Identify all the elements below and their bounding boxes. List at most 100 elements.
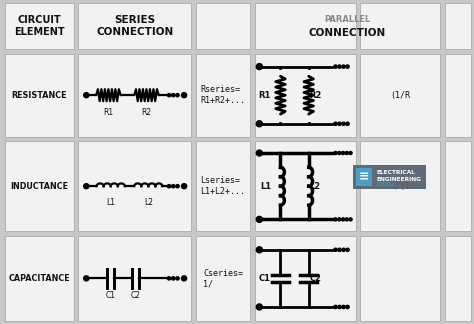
Circle shape <box>167 185 171 188</box>
Bar <box>196 141 250 231</box>
Bar <box>5 3 73 49</box>
Text: CIRCUIT
ELEMENT: CIRCUIT ELEMENT <box>14 15 65 37</box>
Bar <box>445 54 471 137</box>
Circle shape <box>345 218 348 221</box>
Text: ≡: ≡ <box>358 170 369 183</box>
Circle shape <box>341 218 345 221</box>
Circle shape <box>338 122 341 125</box>
Circle shape <box>84 93 89 98</box>
Circle shape <box>349 218 352 221</box>
Text: R1: R1 <box>103 108 113 117</box>
Circle shape <box>167 277 171 280</box>
Text: L1: L1 <box>106 198 115 207</box>
Circle shape <box>334 122 337 125</box>
Bar <box>356 168 372 186</box>
Circle shape <box>167 94 171 97</box>
Circle shape <box>256 150 263 156</box>
Circle shape <box>345 152 348 155</box>
Bar <box>5 141 73 231</box>
Text: C2: C2 <box>131 291 141 300</box>
Circle shape <box>338 248 341 251</box>
Bar <box>360 54 440 137</box>
Circle shape <box>172 277 175 280</box>
Text: R1: R1 <box>259 91 271 100</box>
Bar <box>255 236 356 321</box>
Circle shape <box>346 65 349 68</box>
Circle shape <box>341 152 345 155</box>
Circle shape <box>182 184 187 189</box>
Circle shape <box>182 276 187 281</box>
Circle shape <box>334 65 337 68</box>
Text: L2: L2 <box>310 182 321 191</box>
Text: 1/(1: 1/(1 <box>391 182 410 191</box>
Circle shape <box>176 94 179 97</box>
Bar <box>354 165 426 189</box>
Bar <box>255 54 356 137</box>
Text: L1: L1 <box>260 182 271 191</box>
Bar <box>196 3 250 49</box>
Circle shape <box>346 122 349 125</box>
Circle shape <box>338 305 341 308</box>
Bar <box>255 3 356 49</box>
Text: C1: C1 <box>259 274 271 283</box>
Circle shape <box>256 64 263 70</box>
Text: RESISTANCE: RESISTANCE <box>12 91 67 100</box>
Circle shape <box>84 276 89 281</box>
Bar <box>78 141 191 231</box>
Text: R2: R2 <box>310 91 322 100</box>
Bar <box>360 236 440 321</box>
Circle shape <box>334 152 337 155</box>
Circle shape <box>176 185 179 188</box>
Circle shape <box>338 65 341 68</box>
Circle shape <box>338 152 341 155</box>
Circle shape <box>342 65 345 68</box>
Circle shape <box>338 218 341 221</box>
Bar <box>445 3 471 49</box>
Circle shape <box>342 122 345 125</box>
Text: PARALLEL: PARALLEL <box>324 15 371 24</box>
Text: PORTAL: PORTAL <box>377 182 395 187</box>
Bar <box>360 3 440 49</box>
Circle shape <box>256 247 263 253</box>
Bar <box>5 54 73 137</box>
Bar <box>5 236 73 321</box>
Circle shape <box>346 305 349 308</box>
Bar <box>445 236 471 321</box>
Text: Rseries=
R1+R2+...: Rseries= R1+R2+... <box>201 86 246 105</box>
Text: INDUCTANCE: INDUCTANCE <box>10 182 68 191</box>
Bar <box>78 236 191 321</box>
Text: ENGINEERING: ENGINEERING <box>377 177 422 182</box>
Circle shape <box>346 248 349 251</box>
Circle shape <box>172 94 175 97</box>
Circle shape <box>334 218 337 221</box>
Text: C1: C1 <box>106 291 116 300</box>
Text: R2: R2 <box>141 108 152 117</box>
Text: SERIES
CONNECTION: SERIES CONNECTION <box>96 15 173 37</box>
Text: (1/R: (1/R <box>391 91 410 100</box>
Text: C2: C2 <box>310 274 322 283</box>
Circle shape <box>349 152 352 155</box>
Circle shape <box>256 216 263 222</box>
Text: CAPACITANCE: CAPACITANCE <box>9 274 70 283</box>
Circle shape <box>182 93 187 98</box>
Circle shape <box>256 121 263 127</box>
Text: Cseries=
1/: Cseries= 1/ <box>203 269 243 288</box>
Bar <box>196 54 250 137</box>
Circle shape <box>334 248 337 251</box>
Bar <box>78 3 191 49</box>
Circle shape <box>176 277 179 280</box>
Bar <box>255 141 356 231</box>
Circle shape <box>342 248 345 251</box>
Text: L2: L2 <box>144 198 153 207</box>
Circle shape <box>84 184 89 189</box>
Bar <box>78 54 191 137</box>
Circle shape <box>256 304 263 310</box>
Bar <box>360 141 440 231</box>
Text: ELECTRICAL: ELECTRICAL <box>377 170 416 175</box>
Bar <box>445 141 471 231</box>
Circle shape <box>172 185 175 188</box>
Circle shape <box>334 305 337 308</box>
Text: Lseries=
L1+L2+...: Lseries= L1+L2+... <box>201 177 246 196</box>
Bar <box>196 236 250 321</box>
Text: CONNECTION: CONNECTION <box>309 28 386 38</box>
